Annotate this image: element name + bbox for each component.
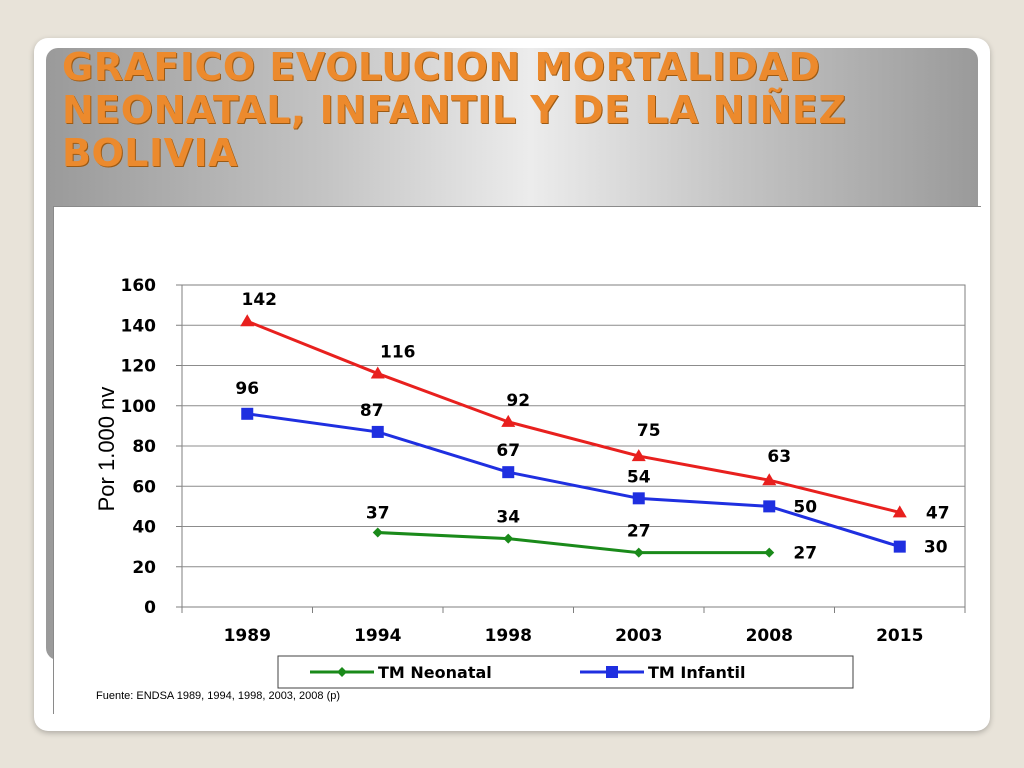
y-tick-label: 120	[121, 357, 157, 377]
x-axis-ticks: 1989 1994 1998 2003 2008 2015	[181, 607, 966, 646]
y-tick-label: 40	[132, 518, 156, 538]
data-point-ninez	[762, 473, 777, 486]
data-point-infantil	[502, 466, 515, 479]
x-tick-label: 1998	[485, 626, 532, 646]
data-point-ninez	[631, 449, 646, 462]
data-label-ninez: 47	[926, 503, 950, 523]
legend-label-neonatal: TM Neonatal	[378, 663, 492, 682]
data-label-ninez: 116	[380, 343, 416, 363]
data-point-neonatal	[372, 527, 383, 538]
legend-marker-neonatal	[337, 667, 347, 677]
mortality-line-chart: 0 20 40 60 80 100 120 140 160 1989 1994 1998 2003 20…	[94, 276, 966, 702]
data-label-neonatal: 37	[366, 504, 390, 524]
series-line-neonatal	[377, 531, 770, 555]
x-tick-label: 2008	[746, 626, 793, 646]
title-line-1: GRAFICO EVOLUCION MORTALIDAD	[62, 45, 821, 89]
data-point-neonatal	[503, 533, 514, 544]
y-tick-label: 20	[132, 558, 156, 578]
data-point-neonatal	[764, 547, 775, 558]
y-axis-label: Por 1.000 nv	[94, 387, 119, 512]
data-point-ninez	[501, 414, 516, 427]
slide-title: GRAFICO EVOLUCION MORTALIDAD NEONATAL, I…	[62, 46, 962, 175]
y-tick-label: 80	[132, 437, 156, 457]
y-tick-label: 60	[132, 477, 156, 497]
data-label-neonatal: 27	[793, 544, 817, 564]
source-note: Fuente: ENDSA 1989, 1994, 1998, 2003, 20…	[96, 690, 340, 702]
data-label-infantil: 87	[360, 401, 384, 421]
data-point-ninez	[240, 314, 255, 327]
data-point-infantil	[241, 407, 254, 420]
data-point-ninez	[892, 505, 907, 518]
series-line-ninez	[246, 319, 901, 514]
data-point-infantil	[893, 540, 906, 553]
data-point-infantil	[632, 492, 645, 505]
y-tick-label: 160	[121, 276, 157, 296]
data-label-infantil: 30	[924, 538, 948, 558]
data-label-infantil: 54	[627, 467, 651, 487]
series-layer: 142 116 92 75 63 47 96 87 67 54 50 30 37 34 27 27	[235, 290, 949, 563]
title-line-3: BOLIVIA	[62, 131, 239, 175]
chart-legend: TM Neonatal TM Infantil	[277, 655, 854, 689]
data-label-ninez: 75	[637, 421, 661, 441]
data-label-ninez: 92	[506, 391, 530, 411]
data-point-infantil	[371, 425, 384, 438]
x-tick-label: 2015	[876, 626, 923, 646]
data-label-infantil: 50	[793, 497, 817, 517]
y-axis-ticks: 0 20 40 60 80 100 120 140 160	[121, 276, 182, 618]
x-tick-label: 1994	[354, 626, 401, 646]
x-tick-label: 1989	[224, 626, 271, 646]
series-neonatal: 37 34 27 27	[366, 504, 817, 564]
data-point-neonatal	[633, 547, 644, 558]
data-label-infantil: 96	[235, 379, 259, 399]
y-tick-label: 100	[121, 397, 157, 417]
data-label-neonatal: 27	[627, 522, 651, 542]
legend-label-infantil: TM Infantil	[648, 663, 746, 682]
chart-panel: 0 20 40 60 80 100 120 140 160 1989 1994 1998 2003 20…	[53, 206, 981, 714]
y-tick-label: 0	[144, 598, 156, 618]
title-line-2: NEONATAL, INFANTIL Y DE LA NIÑEZ	[62, 88, 847, 132]
x-tick-label: 2003	[615, 626, 662, 646]
y-tick-label: 140	[121, 316, 157, 336]
data-point-infantil	[763, 500, 776, 513]
data-label-neonatal: 34	[496, 508, 520, 528]
data-label-infantil: 67	[496, 441, 520, 461]
legend-marker-infantil	[606, 666, 618, 678]
series-ninez: 142 116 92 75 63 47	[240, 290, 950, 523]
data-label-ninez: 63	[767, 447, 791, 467]
data-label-ninez: 142	[242, 290, 278, 310]
series-line-infantil	[247, 412, 901, 549]
series-infantil: 96 87 67 54 50 30	[235, 379, 947, 558]
data-point-ninez	[370, 366, 385, 379]
